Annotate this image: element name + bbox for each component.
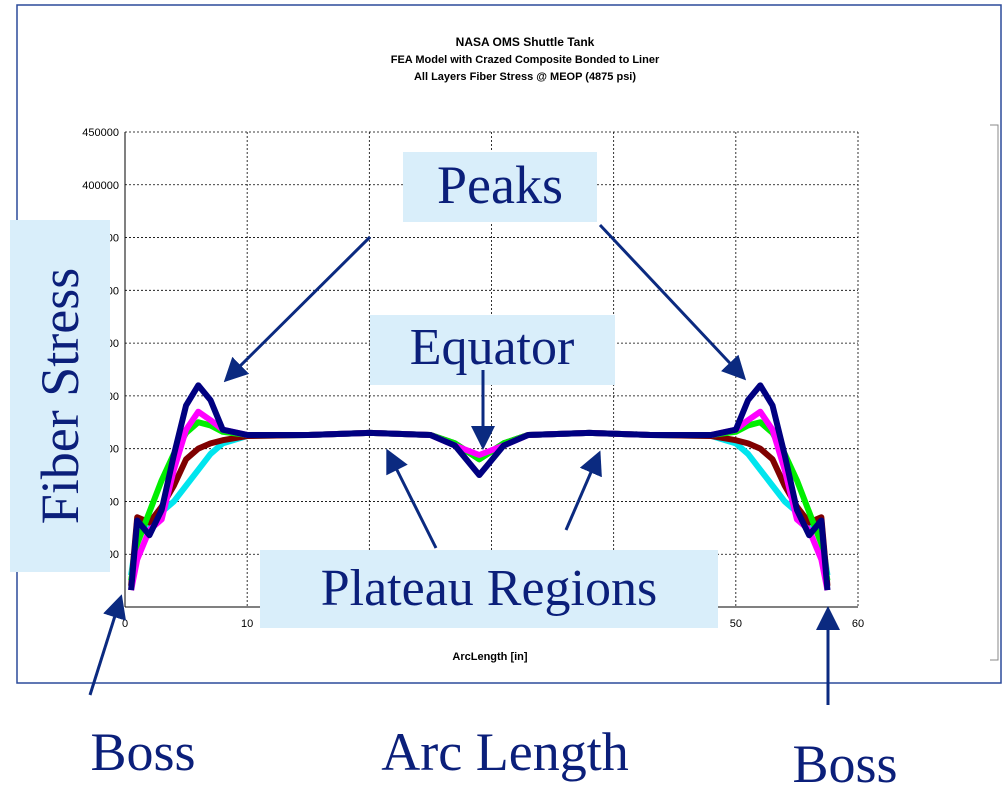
annotation: Boss	[792, 734, 897, 789]
annotation: Plateau Regions	[321, 560, 658, 617]
chart-subtitle: All Layers Fiber Stress @ MEOP (4875 psi…	[414, 71, 636, 83]
annotation: Arc Length	[381, 722, 628, 782]
y-tick-label: 400000	[82, 180, 119, 192]
series-line	[128, 408, 831, 591]
annotation: Boss	[90, 722, 195, 782]
arrow	[564, 450, 602, 531]
annotation-box	[370, 315, 615, 385]
x-axis-label: ArcLength [in]	[452, 651, 527, 663]
annotations: Peaks Equator Plateau Regions Fiber Stre…	[10, 152, 898, 789]
annotation: Peaks	[437, 155, 563, 215]
series-line	[128, 382, 831, 591]
chart-subtitle: FEA Model with Crazed Composite Bonded t…	[391, 54, 660, 66]
annotation: Equator	[410, 319, 575, 376]
x-tick-label: 10	[241, 618, 253, 630]
x-tick-label: 0	[122, 618, 128, 630]
chart-title: NASA OMS Shuttle Tank	[456, 35, 595, 49]
arrow	[598, 223, 747, 381]
arrow	[88, 594, 127, 696]
annotation-box	[10, 220, 110, 572]
annotation-box	[260, 550, 718, 628]
arrow	[223, 235, 372, 383]
legend-frame	[990, 124, 999, 661]
x-tick-label: 50	[730, 618, 742, 630]
x-tick-label: 60	[852, 618, 864, 630]
arrow	[386, 448, 438, 549]
annotation-box	[403, 152, 597, 222]
y-tick-label: 450000	[82, 127, 119, 139]
annotation: Fiber Stress	[30, 268, 90, 525]
